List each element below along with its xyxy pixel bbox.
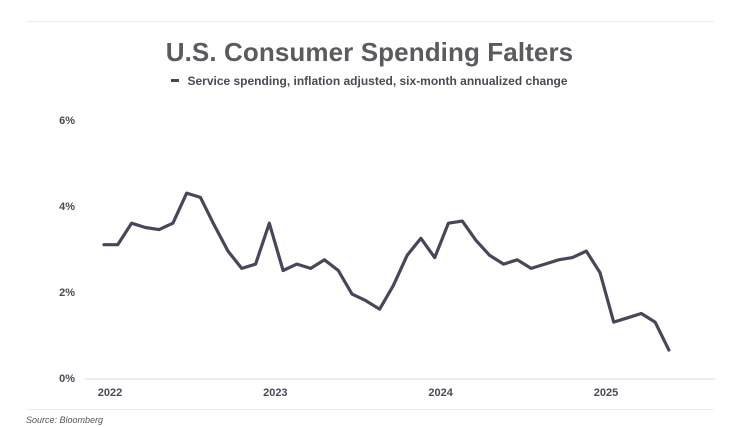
data-point	[557, 258, 560, 261]
data-point	[405, 254, 409, 257]
x-tick-label: 2022	[98, 387, 122, 399]
data-point	[529, 267, 533, 270]
y-axis-labels: 0% 2% 4% 6%	[59, 115, 75, 385]
data-point	[144, 226, 147, 229]
data-point	[667, 348, 671, 352]
data-point	[626, 316, 629, 319]
data-point	[268, 222, 271, 225]
data-point	[433, 256, 436, 259]
data-point	[543, 262, 547, 266]
data-point	[502, 262, 505, 266]
data-point	[157, 228, 161, 231]
data-point	[102, 243, 106, 246]
x-tick-label: 2024	[428, 387, 453, 399]
x-tick-label: 2025	[594, 387, 618, 399]
data-point	[488, 254, 491, 257]
data-point	[281, 269, 285, 272]
data-point	[612, 320, 615, 324]
data-point	[585, 249, 588, 253]
data-point	[378, 308, 381, 311]
legend: Service spending, inflation adjusted, si…	[0, 74, 739, 88]
data-point	[516, 258, 519, 261]
data-point	[474, 239, 478, 242]
data-point	[185, 191, 188, 195]
data-point	[240, 267, 243, 270]
data-point	[116, 243, 119, 246]
y-tick-label: 2%	[59, 287, 75, 299]
data-point	[350, 292, 354, 296]
series-line	[102, 191, 671, 352]
data-point	[571, 256, 574, 259]
legend-swatch	[171, 79, 180, 83]
data-point	[598, 271, 602, 274]
x-axis-labels: 2022 2023 2024 2025	[98, 387, 618, 399]
data-point	[254, 262, 257, 266]
data-point	[295, 262, 299, 266]
data-point	[309, 267, 312, 270]
data-point	[130, 222, 133, 225]
data-point	[392, 284, 395, 287]
data-point	[419, 237, 423, 240]
data-point	[199, 196, 202, 199]
y-tick-label: 6%	[59, 115, 75, 127]
source-note: Source: Bloomberg	[26, 415, 104, 425]
data-point	[323, 258, 326, 261]
data-point	[226, 249, 230, 253]
data-point	[171, 222, 175, 225]
data-point	[653, 320, 657, 324]
data-point	[337, 269, 340, 272]
data-point	[364, 299, 367, 302]
chart-title: U.S. Consumer Spending Falters	[165, 37, 574, 67]
data-point	[447, 222, 450, 225]
x-tick-label: 2023	[263, 387, 287, 399]
y-tick-label: 0%	[59, 373, 75, 385]
top-divider	[26, 21, 714, 22]
series-points	[102, 191, 671, 352]
data-point	[461, 219, 464, 223]
data-point	[213, 224, 216, 227]
data-point	[640, 312, 643, 315]
bottom-divider	[26, 409, 714, 410]
legend-label: Service spending, inflation adjusted, si…	[187, 74, 568, 88]
y-tick-label: 4%	[59, 201, 75, 213]
